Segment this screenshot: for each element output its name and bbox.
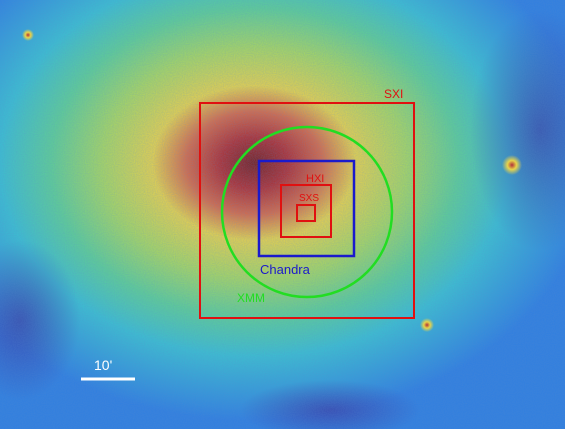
- scale-bar-label: 10': [94, 357, 112, 373]
- xmm-field-of-view: [220, 125, 394, 299]
- sxi-field-of-view: [199, 102, 415, 319]
- chandra-label: Chandra: [260, 262, 311, 277]
- xmm-label: XMM: [237, 291, 265, 305]
- sxi-label: SXI: [384, 87, 403, 101]
- point-source-topleft: [22, 29, 34, 41]
- sxs-label: SXS: [299, 193, 319, 204]
- hxi-field-of-view: [280, 184, 332, 238]
- point-source-bottom: [420, 318, 434, 332]
- hxi-label: HXI: [306, 173, 324, 185]
- chandra-field-of-view: [257, 159, 356, 258]
- sxs-field-of-view: [296, 204, 316, 222]
- point-source-right: [502, 155, 522, 175]
